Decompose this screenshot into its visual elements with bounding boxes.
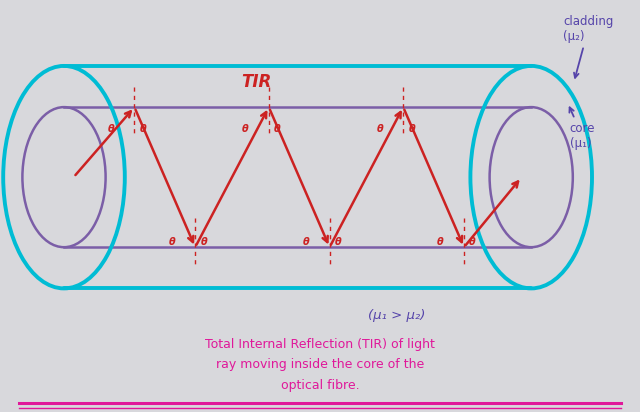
Text: θ: θ (335, 237, 342, 247)
Text: core
(μ₁): core (μ₁) (570, 108, 595, 150)
Text: θ: θ (242, 124, 249, 134)
Text: (μ₁ > μ₂): (μ₁ > μ₂) (368, 309, 426, 322)
Text: θ: θ (376, 124, 383, 134)
Text: θ: θ (303, 237, 310, 247)
Text: optical fibre.: optical fibre. (281, 379, 359, 392)
Text: cladding
(μ₂): cladding (μ₂) (563, 15, 614, 78)
Text: θ: θ (140, 124, 147, 134)
Text: θ: θ (437, 237, 444, 247)
Text: ray moving inside the core of the: ray moving inside the core of the (216, 358, 424, 371)
Text: θ: θ (200, 237, 207, 247)
Text: Total Internal Reflection (TIR) of light: Total Internal Reflection (TIR) of light (205, 337, 435, 351)
Text: θ: θ (108, 124, 115, 134)
Text: θ: θ (469, 237, 476, 247)
Text: TIR: TIR (241, 73, 271, 91)
Text: θ: θ (274, 124, 281, 134)
Text: θ: θ (168, 237, 175, 247)
Text: θ: θ (408, 124, 415, 134)
